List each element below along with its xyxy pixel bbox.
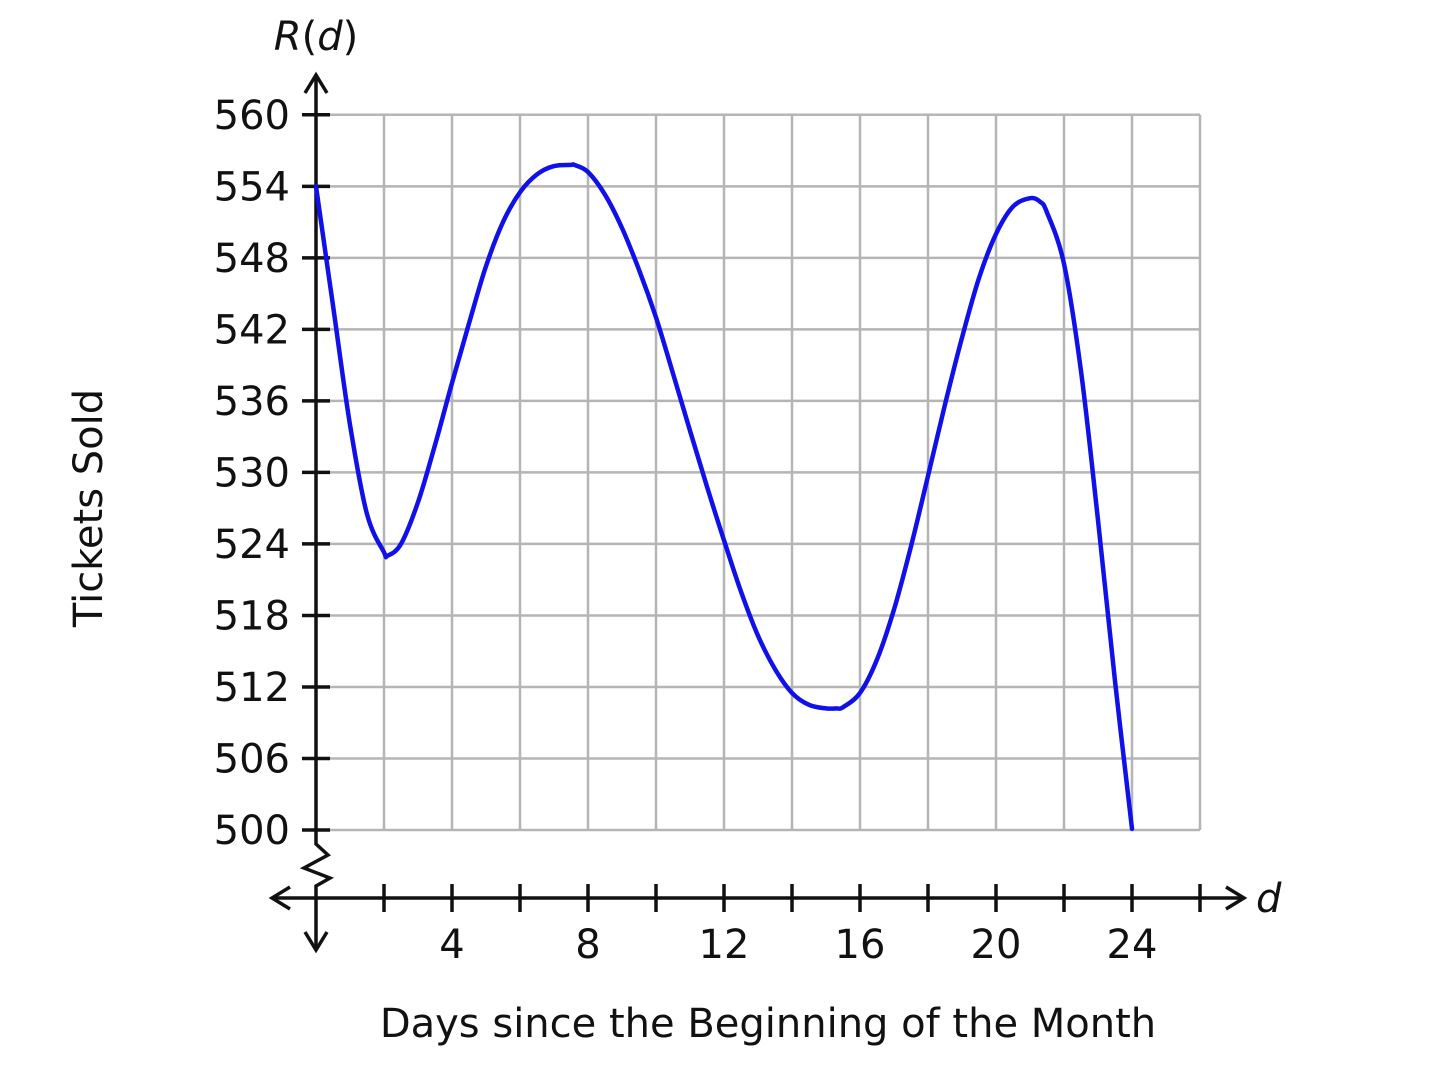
- x-tick-label: 20: [971, 922, 1022, 968]
- axes: [268, 71, 1248, 954]
- y-axis-name: R(d): [274, 14, 358, 60]
- y-tick-label: 524: [214, 522, 290, 568]
- y-axis-line: [299, 77, 335, 948]
- series-line: [313, 162, 1135, 832]
- y-tick-label: 560: [214, 93, 290, 139]
- x-axis-arrow-left: [268, 885, 291, 911]
- y-tick-label: 542: [214, 307, 290, 353]
- y-tick-label: 554: [214, 164, 290, 210]
- y-tick-label: 518: [214, 593, 290, 639]
- y-axis-title: Tickets Sold: [66, 389, 112, 628]
- y-tick-label: 512: [214, 665, 290, 711]
- x-tick-label: 16: [835, 922, 886, 968]
- y-axis-name-close: ): [343, 14, 359, 60]
- y-axis-arrow-down: [303, 931, 329, 954]
- y-axis-name-open: (: [302, 14, 318, 60]
- y-axis-name-func: R: [274, 14, 302, 60]
- y-tick-label: 500: [214, 808, 290, 854]
- series-layer: [313, 162, 1135, 832]
- tick-marks: [302, 113, 1202, 912]
- y-axis-name-arg: d: [317, 14, 343, 60]
- tick-labels: 4 8 12 16 20 24 500 506 512 518 524 530 536 542 548 554…: [214, 93, 1158, 968]
- x-tick-label: 24: [1107, 922, 1158, 968]
- x-axis-name: d: [1256, 876, 1282, 922]
- y-axis-arrow-up: [303, 71, 329, 94]
- grid-lines: [316, 113, 1202, 832]
- x-tick-label: 4: [439, 922, 464, 968]
- y-tick-label: 536: [214, 379, 290, 425]
- x-axis-title: Days since the Beginning of the Month: [380, 1001, 1156, 1047]
- y-tick-label: 530: [214, 450, 290, 496]
- y-tick-label: 548: [214, 236, 290, 282]
- x-axis-arrow-right: [1225, 885, 1248, 911]
- x-tick-label: 12: [699, 922, 750, 968]
- x-tick-label: 8: [575, 922, 600, 968]
- y-tick-label: 506: [214, 736, 290, 782]
